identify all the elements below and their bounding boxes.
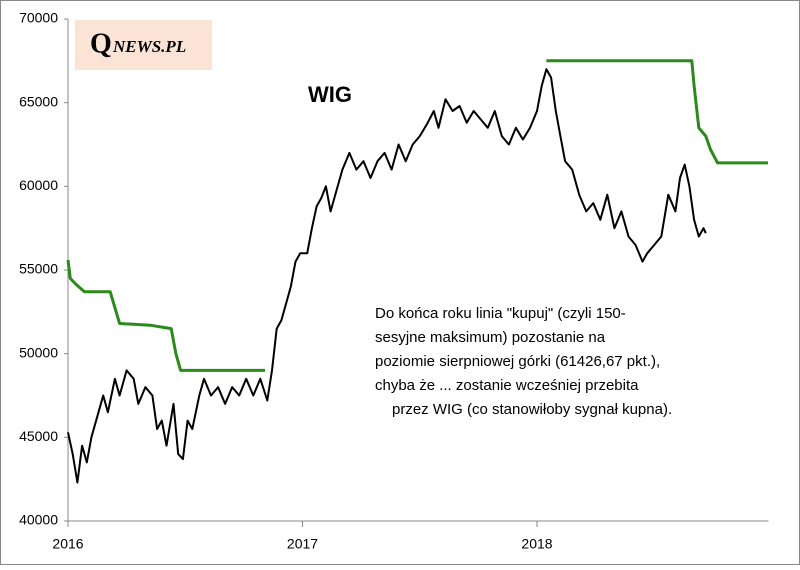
series-line [67,68,707,484]
annotation-line: przez WIG (co stanowiłoby sygnał kupna). [392,401,672,418]
x-tick-label: 2018 [521,536,552,552]
annotation-line: Do końca roku linia "kupuj" (czyli 150- [375,305,626,322]
chart-title: WIG [308,82,352,107]
annotation-line: chyba że ... zostanie wcześniej przebita [375,377,639,394]
y-tick-label: 50000 [19,344,58,360]
series-line [66,59,768,372]
annotation-line: poziomie sierpniowej górki (61426,67 pkt… [375,353,660,370]
annotation-line: sesyjne maksimum) pozostanie na [375,329,606,346]
x-tick-label: 2017 [287,536,318,552]
x-tick-label: 2016 [52,536,83,552]
logo-initial: Q [90,28,112,59]
y-tick-label: 65000 [19,93,58,109]
y-tick-label: 70000 [19,10,58,26]
y-tick-label: 40000 [19,512,58,528]
logo-box [75,20,212,70]
y-tick-label: 45000 [19,428,58,444]
y-tick-label: 60000 [19,177,58,193]
y-tick-label: 55000 [19,261,58,277]
logo-rest: NEWS.PL [112,37,186,56]
